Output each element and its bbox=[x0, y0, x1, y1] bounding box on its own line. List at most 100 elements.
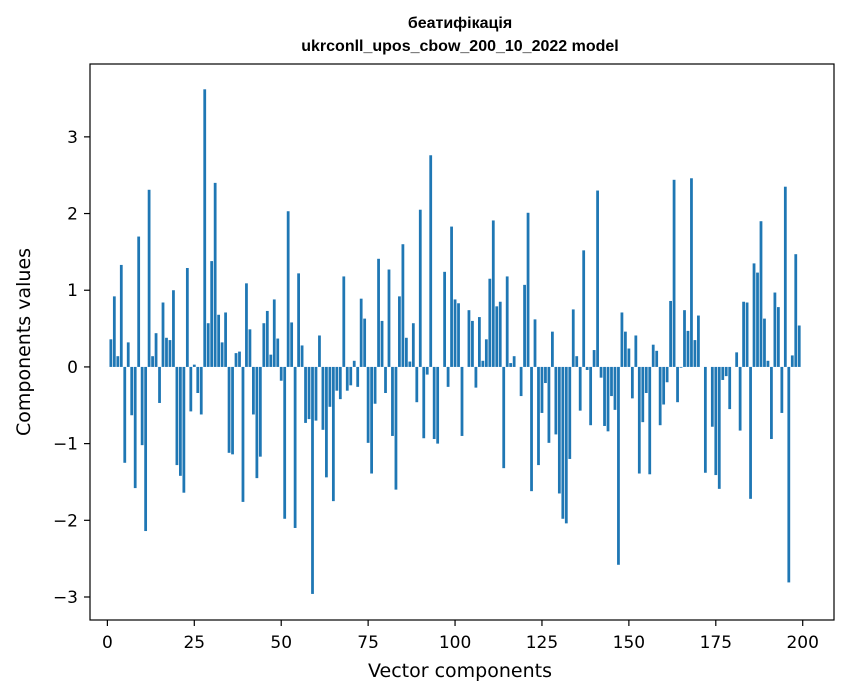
bar bbox=[255, 366, 259, 479]
bar bbox=[557, 366, 561, 494]
bar bbox=[575, 356, 579, 367]
bar bbox=[568, 366, 572, 459]
bar bbox=[408, 361, 412, 367]
x-tick-label: 100 bbox=[439, 633, 471, 653]
bar bbox=[133, 366, 137, 489]
bar bbox=[467, 310, 471, 367]
y-tick-label: 3 bbox=[67, 128, 78, 148]
bar bbox=[269, 354, 273, 367]
bar bbox=[290, 322, 294, 367]
bar bbox=[384, 366, 387, 393]
bar bbox=[398, 296, 401, 367]
bar bbox=[366, 366, 370, 443]
bar bbox=[690, 178, 693, 367]
bar bbox=[387, 269, 391, 367]
bar bbox=[783, 186, 787, 367]
y-tick-label: −2 bbox=[53, 511, 78, 531]
bar bbox=[231, 366, 234, 455]
bar bbox=[634, 335, 638, 367]
bar bbox=[665, 366, 669, 383]
bar bbox=[144, 366, 148, 532]
bar bbox=[325, 366, 328, 478]
bar bbox=[126, 342, 130, 367]
bar bbox=[404, 337, 408, 367]
bar bbox=[321, 366, 325, 430]
bars-group bbox=[105, 89, 801, 594]
bar bbox=[756, 272, 759, 367]
y-tick-label: 1 bbox=[67, 281, 78, 301]
bar bbox=[630, 366, 634, 399]
bar bbox=[571, 309, 575, 367]
bar bbox=[443, 271, 447, 367]
bar bbox=[613, 366, 617, 410]
bar bbox=[217, 314, 221, 367]
bar bbox=[717, 366, 721, 489]
bar bbox=[293, 366, 297, 528]
bar bbox=[530, 366, 533, 492]
bar bbox=[380, 320, 384, 367]
y-axis-ticks: −3 −2 −1 0 1 2 3 bbox=[53, 128, 90, 608]
bar bbox=[669, 300, 672, 367]
bar bbox=[589, 366, 593, 426]
bar bbox=[787, 366, 791, 583]
bar bbox=[192, 364, 196, 367]
bar bbox=[252, 366, 255, 415]
bar bbox=[599, 366, 603, 378]
x-tick-label: 175 bbox=[700, 633, 732, 653]
bar bbox=[749, 366, 752, 499]
bar bbox=[776, 307, 780, 367]
bar bbox=[686, 330, 690, 367]
bar bbox=[752, 263, 756, 367]
bar bbox=[780, 366, 784, 413]
bar bbox=[610, 366, 613, 397]
x-tick-label: 75 bbox=[357, 633, 379, 653]
bar bbox=[151, 356, 154, 367]
bar bbox=[554, 366, 558, 435]
bar bbox=[596, 190, 599, 367]
bar bbox=[495, 306, 499, 367]
x-axis-label: Vector components bbox=[368, 660, 552, 682]
bar bbox=[624, 331, 627, 367]
bar bbox=[356, 366, 360, 387]
bar bbox=[763, 318, 766, 367]
bar bbox=[185, 267, 189, 367]
bar bbox=[422, 366, 426, 439]
bar bbox=[283, 366, 287, 519]
bar bbox=[238, 351, 241, 367]
bar bbox=[512, 356, 516, 367]
bar bbox=[286, 211, 290, 367]
bar bbox=[123, 366, 127, 463]
bar bbox=[644, 366, 648, 393]
bar bbox=[790, 355, 794, 367]
bar bbox=[172, 290, 175, 367]
bar bbox=[683, 310, 686, 367]
bar bbox=[182, 366, 186, 493]
bar bbox=[112, 296, 116, 367]
bar bbox=[620, 312, 624, 367]
bar bbox=[300, 345, 304, 367]
bar bbox=[484, 339, 488, 367]
bar bbox=[345, 366, 349, 391]
bar bbox=[627, 348, 631, 367]
bar bbox=[564, 366, 568, 524]
bar bbox=[359, 298, 363, 367]
bar bbox=[474, 366, 478, 388]
bar bbox=[352, 360, 356, 367]
bar bbox=[415, 366, 419, 403]
y-tick-label: 0 bbox=[67, 358, 78, 378]
bar bbox=[165, 337, 168, 367]
x-tick-label: 125 bbox=[526, 633, 558, 653]
bar bbox=[648, 366, 652, 475]
bar bbox=[453, 299, 457, 367]
bar bbox=[617, 366, 620, 565]
bar bbox=[505, 276, 509, 367]
bar bbox=[509, 363, 513, 367]
bar bbox=[394, 366, 398, 490]
bar bbox=[703, 366, 707, 473]
bar bbox=[561, 366, 565, 519]
bar bbox=[245, 283, 248, 367]
bar bbox=[213, 182, 217, 367]
bar bbox=[331, 366, 335, 502]
bar bbox=[714, 366, 718, 476]
